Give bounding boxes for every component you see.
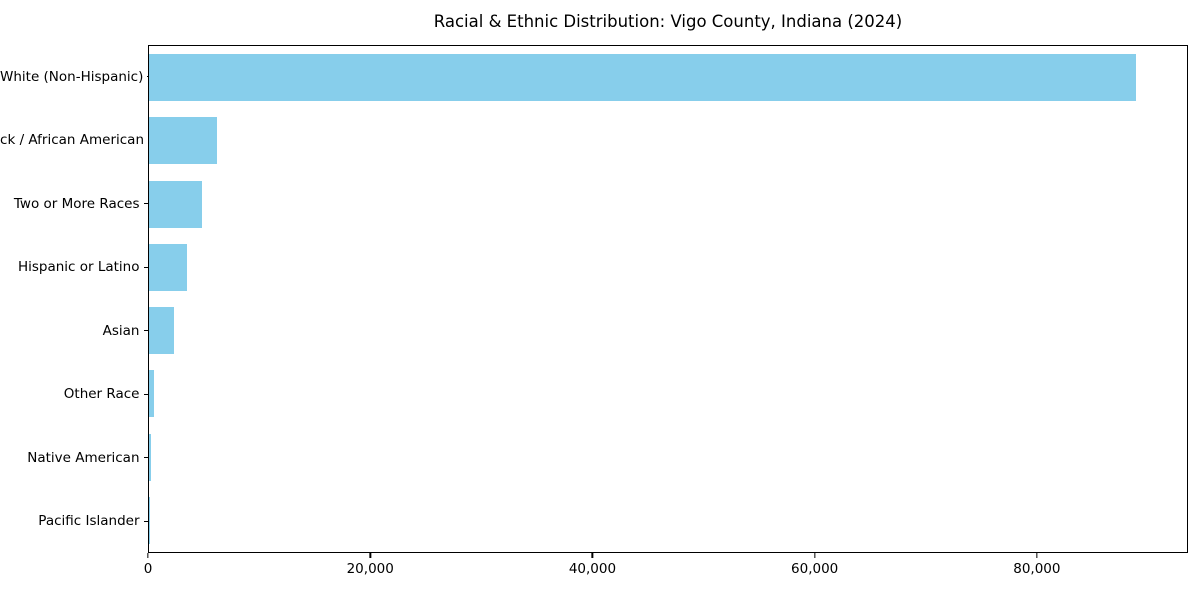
y-tick-mark (143, 330, 148, 332)
y-axis-labels: White (Non-Hispanic) Black / African Amer… (0, 45, 148, 553)
y-axis-label: Two or More Races (13, 195, 140, 212)
y-label-row: Hispanic or Latino (0, 236, 148, 300)
y-axis-label: Asian (102, 322, 140, 339)
y-label-row: Asian (0, 299, 148, 363)
y-tick-mark (143, 203, 148, 205)
x-tick-mark (147, 553, 149, 558)
x-tick-label: 80,000 (1013, 561, 1061, 577)
x-tick-mark (591, 553, 594, 558)
chart-title: Racial & Ethnic Distribution: Vigo Count… (433, 12, 903, 31)
y-tick-mark (147, 76, 148, 78)
bar (149, 117, 217, 165)
bar-row (149, 299, 1187, 362)
y-axis-label: White (Non-Hispanic) (0, 68, 144, 85)
y-tick-mark (143, 520, 148, 522)
y-axis-label: Black / African American (0, 132, 144, 149)
bar-row (149, 109, 1187, 172)
bar-row (149, 362, 1187, 425)
y-label-row: White (Non-Hispanic) (0, 45, 148, 109)
y-axis-label: Native American (27, 449, 140, 466)
y-tick-mark (143, 393, 148, 395)
y-tick-mark (143, 266, 148, 268)
bar-row (149, 46, 1187, 109)
bar-row (149, 426, 1187, 489)
y-tick-mark (143, 457, 148, 459)
x-tick-label: 20,000 (346, 561, 394, 577)
y-label-row: Native American (0, 426, 148, 490)
y-label-row: Black / African American (0, 109, 148, 173)
x-tick-label: 40,000 (568, 561, 617, 577)
bar (149, 307, 174, 355)
bar (149, 370, 154, 418)
bar-row (149, 173, 1187, 236)
bar (149, 54, 1136, 102)
bar (149, 180, 203, 228)
bar (149, 433, 151, 481)
plot-area (148, 45, 1188, 553)
bar-row (149, 489, 1187, 552)
y-axis-label: Other Race (63, 386, 140, 403)
y-label-row: Two or More Races (0, 172, 148, 236)
y-axis-label: Hispanic or Latino (17, 259, 140, 276)
x-tick-label: 0 (143, 561, 153, 577)
x-tick-mark (369, 553, 371, 558)
bar-row (149, 236, 1187, 299)
y-axis-label: Pacific Islander (38, 513, 140, 530)
x-tick-mark (814, 553, 816, 558)
x-axis: 0 20,000 40,000 60,000 80,000 (144, 553, 1188, 598)
x-tick-label: 60,000 (791, 561, 839, 577)
bars-container (149, 46, 1187, 552)
y-label-row: Pacific Islander (0, 490, 148, 554)
bar (149, 243, 187, 291)
x-tick-mark (1036, 553, 1038, 558)
y-label-row: Other Race (0, 363, 148, 427)
